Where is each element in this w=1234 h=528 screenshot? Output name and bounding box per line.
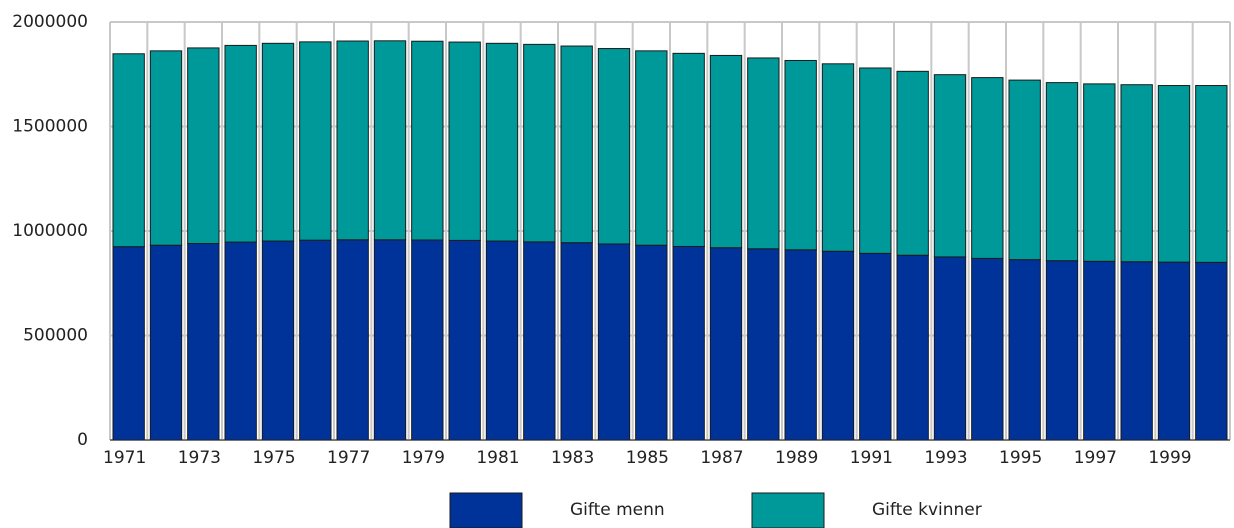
legend-label: Gifte kvinner <box>872 500 982 520</box>
bar <box>709 54 743 249</box>
bar <box>112 246 145 441</box>
x-tick-label: 1989 <box>775 448 818 468</box>
bar <box>672 245 705 441</box>
bar <box>373 239 407 441</box>
bar <box>784 249 817 441</box>
bar <box>224 44 257 243</box>
bar <box>187 243 220 441</box>
x-tick-label: 1973 <box>178 448 221 468</box>
bar <box>635 244 668 441</box>
bar <box>1157 261 1191 441</box>
bar <box>523 241 556 441</box>
legend-label: Gifte menn <box>570 500 665 520</box>
bar <box>1120 84 1153 263</box>
bar <box>411 40 444 241</box>
bar <box>784 59 817 251</box>
legend-swatch <box>751 492 825 528</box>
y-tick-label: 1500000 <box>12 117 88 137</box>
bar <box>597 243 631 441</box>
bar <box>261 240 295 441</box>
y-tick-label: 2000000 <box>12 12 88 32</box>
bar <box>485 42 519 242</box>
bar <box>821 250 855 441</box>
bar <box>859 252 892 441</box>
bar <box>1120 261 1153 441</box>
bar <box>411 239 444 441</box>
bar <box>1157 85 1191 263</box>
bar <box>224 241 257 441</box>
bar <box>635 50 668 246</box>
x-tick-label: 1987 <box>700 448 743 468</box>
y-tick-label: 500000 <box>23 326 88 346</box>
bar <box>1045 82 1079 262</box>
bar <box>821 63 855 252</box>
bar <box>747 57 780 250</box>
bar <box>299 239 332 441</box>
bar <box>448 239 481 441</box>
bar <box>1195 85 1228 263</box>
y-tick-label: 0 <box>77 430 88 450</box>
bar <box>859 67 892 254</box>
x-tick-label: 1981 <box>476 448 519 468</box>
bar <box>1083 83 1116 262</box>
y-tick-label: 1000000 <box>12 221 88 241</box>
x-tick-label: 1977 <box>327 448 370 468</box>
x-tick-label: 1997 <box>1074 448 1117 468</box>
x-tick-label: 1993 <box>924 448 967 468</box>
bar <box>1195 261 1228 441</box>
bar <box>560 242 593 441</box>
bar <box>597 48 631 245</box>
bar <box>1083 260 1116 441</box>
x-tick-label: 1995 <box>999 448 1042 468</box>
x-tick-label: 1991 <box>850 448 893 468</box>
bar <box>709 247 743 441</box>
bar <box>896 254 929 441</box>
bar <box>149 244 183 441</box>
legend-swatch <box>449 492 523 528</box>
bar <box>448 41 481 241</box>
bar <box>485 240 519 441</box>
bar <box>336 40 369 241</box>
bar <box>747 248 780 441</box>
bar <box>1008 79 1041 261</box>
bar <box>299 41 332 241</box>
bar <box>523 43 556 243</box>
x-tick-label: 1985 <box>626 448 669 468</box>
x-tick-label: 1975 <box>252 448 295 468</box>
bar <box>149 50 183 246</box>
x-tick-label: 1971 <box>103 448 146 468</box>
bar <box>1008 259 1041 441</box>
bar <box>1045 260 1079 441</box>
x-tick-label: 1983 <box>551 448 594 468</box>
bar <box>560 45 593 244</box>
bar <box>933 256 967 441</box>
x-tick-label: 1979 <box>402 448 445 468</box>
x-tick-label: 1999 <box>1148 448 1191 468</box>
bar <box>672 52 705 247</box>
bar <box>971 257 1004 441</box>
bar <box>112 53 145 248</box>
bar <box>896 70 929 256</box>
bar <box>261 42 295 242</box>
bar <box>933 74 967 258</box>
bar <box>187 47 220 245</box>
bar <box>971 77 1004 259</box>
bar <box>373 40 407 241</box>
bar <box>336 239 369 441</box>
